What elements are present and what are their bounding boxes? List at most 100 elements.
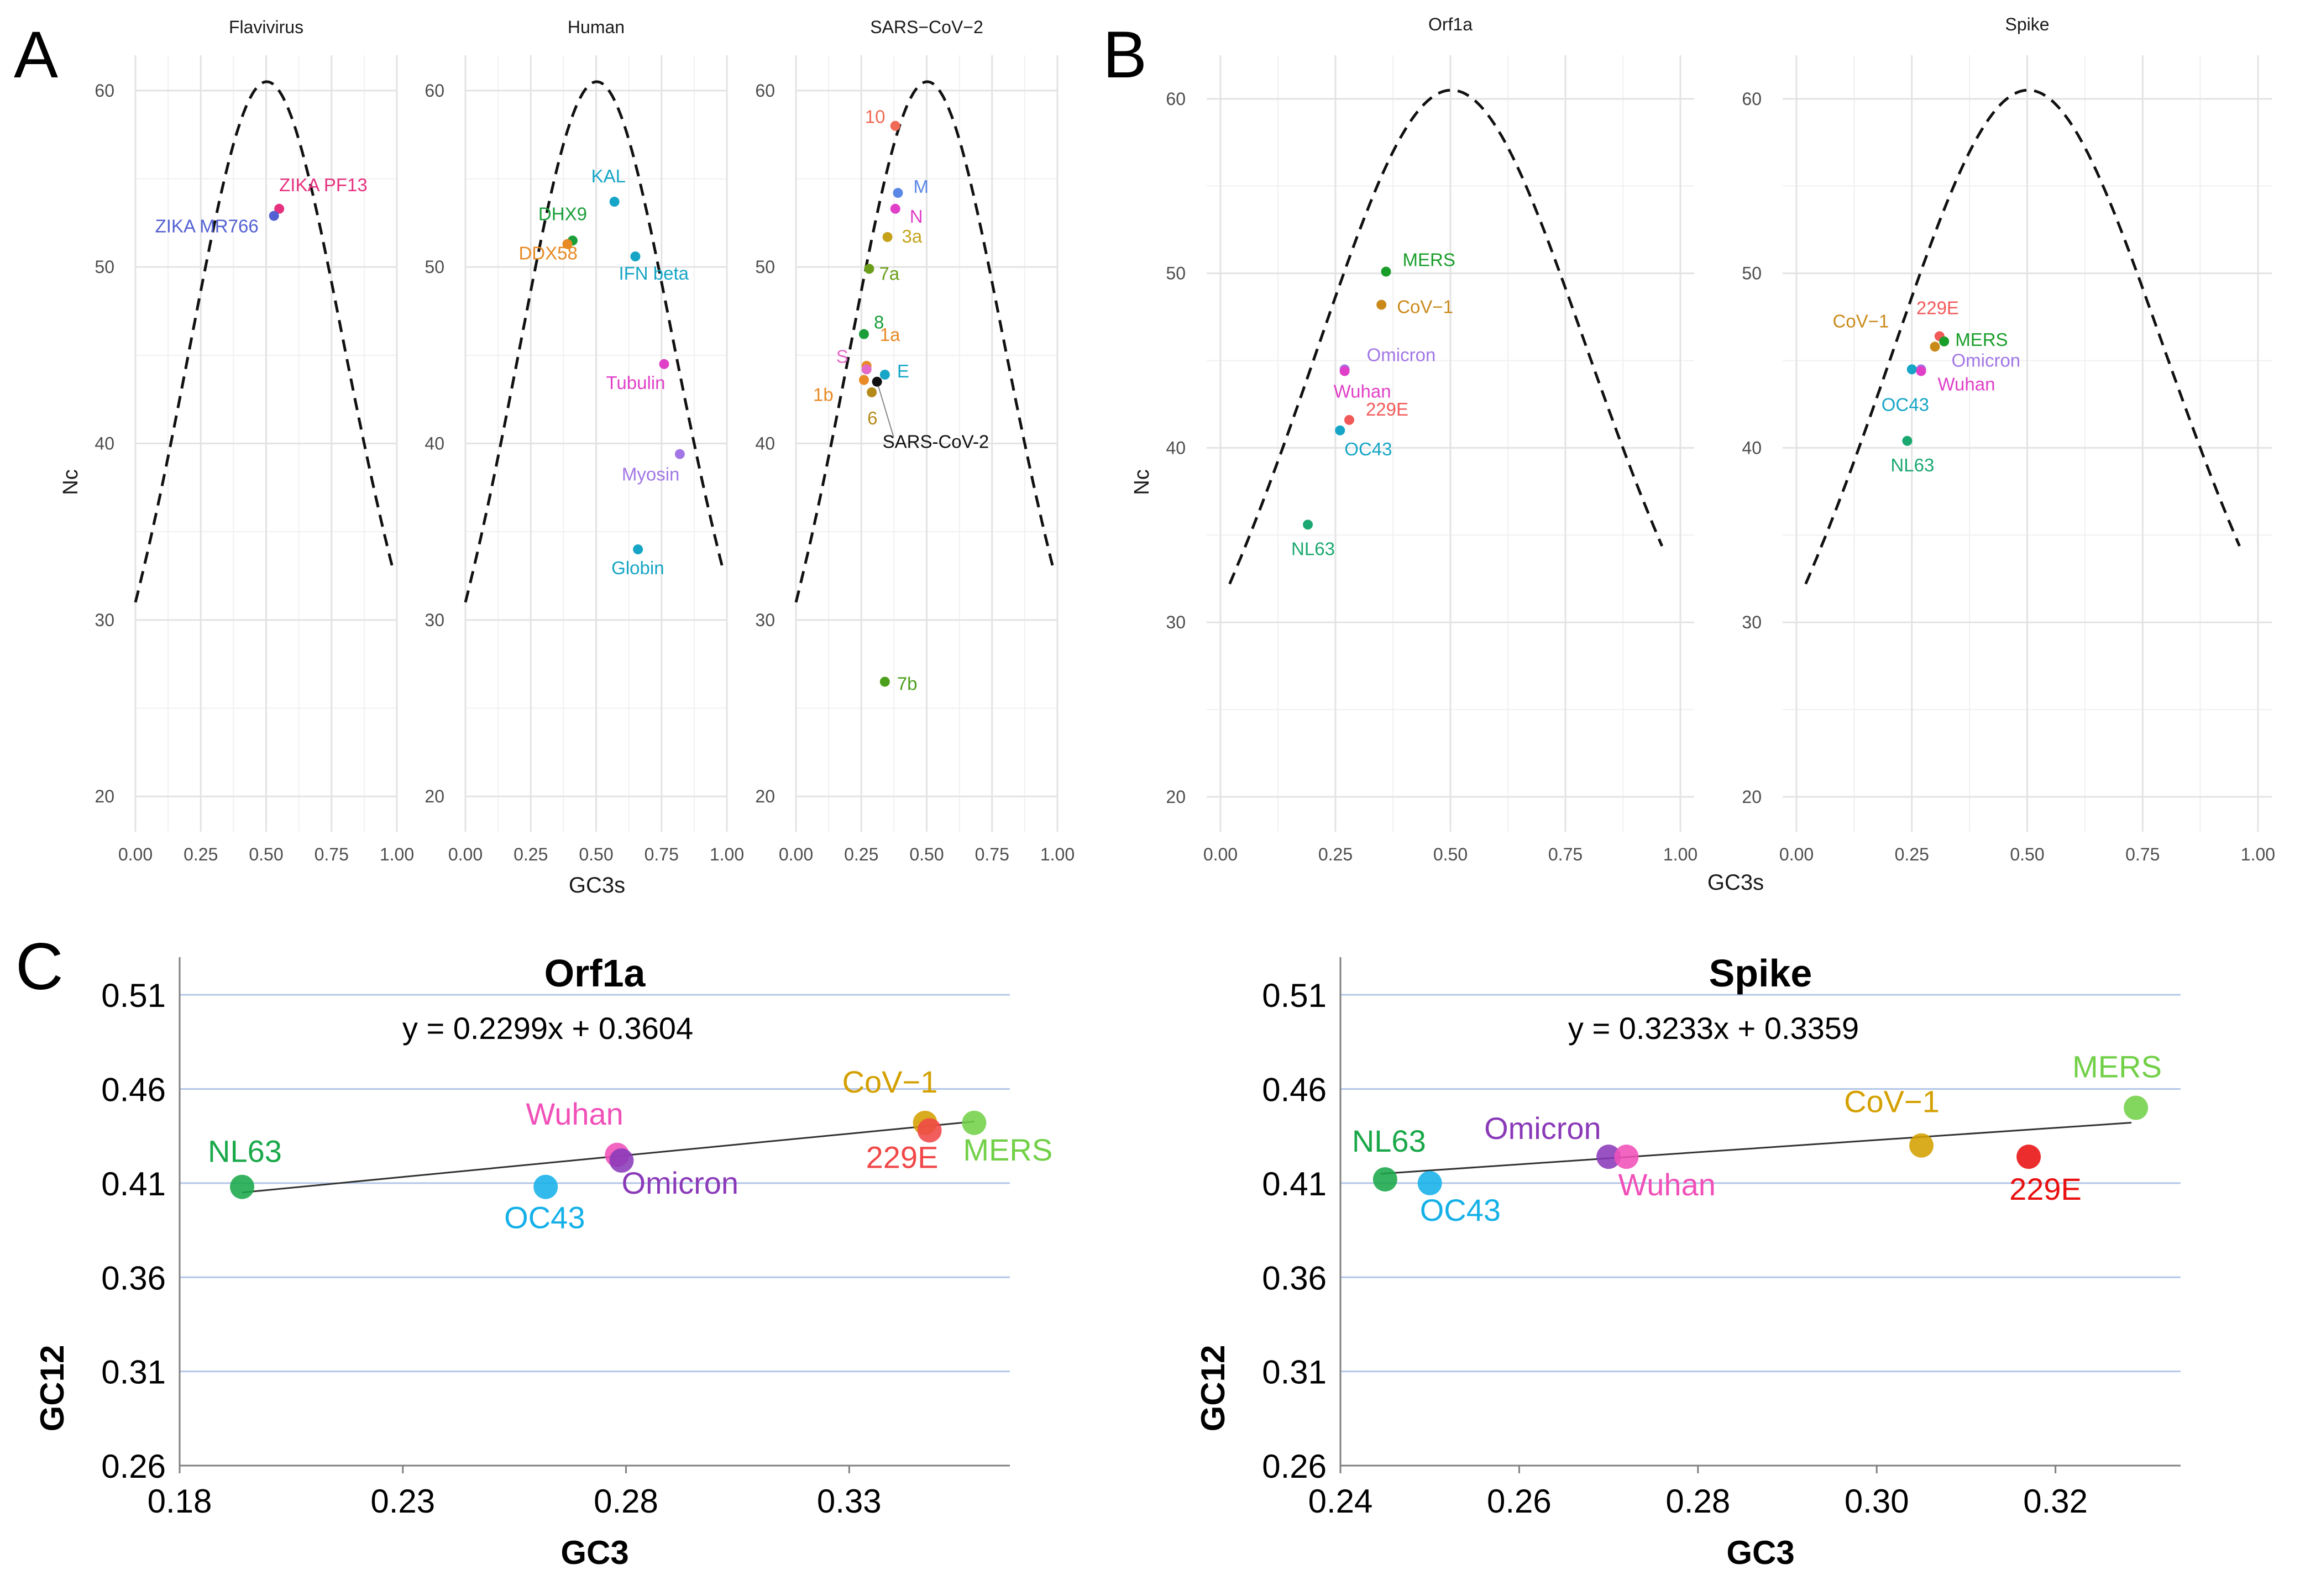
y-tick-label: 0.36 bbox=[101, 1259, 166, 1296]
point-label-7a: 7a bbox=[879, 263, 899, 284]
point-nl63 bbox=[1303, 519, 1313, 530]
point-cov-1 bbox=[1930, 342, 1940, 352]
y-tick-label: 40 bbox=[425, 434, 444, 454]
point-wuhan bbox=[1614, 1144, 1639, 1169]
point-label-myosin: Myosin bbox=[622, 464, 680, 485]
point-globin bbox=[633, 544, 643, 555]
point-oc43 bbox=[533, 1174, 558, 1199]
y-tick-label: 50 bbox=[1742, 264, 1762, 284]
x-tick-label: 0.00 bbox=[1779, 844, 1814, 864]
y-tick-label: 30 bbox=[95, 610, 114, 630]
y-tick-label: 20 bbox=[1742, 787, 1762, 807]
y-tick-label: 50 bbox=[95, 257, 114, 277]
panel-title: SARS−CoV−2 bbox=[870, 17, 983, 37]
y-tick-label: 30 bbox=[1166, 612, 1186, 632]
panel-a1: 0.00 0.25 0.50 0.75 1.00 20 30 40 50 60 Flavivirus… bbox=[59, 17, 414, 864]
point-label-zika-mr766: ZIKA MR766 bbox=[155, 216, 259, 237]
point-nl63 bbox=[1372, 1167, 1397, 1192]
x-tick-label: 0.00 bbox=[448, 844, 483, 864]
y-tick-label: 0.46 bbox=[1262, 1072, 1327, 1109]
point-ddx58 bbox=[562, 239, 573, 249]
x-tick-label: 0.75 bbox=[1548, 844, 1583, 864]
point-label-mers: MERS bbox=[1403, 250, 1455, 270]
point-label-10: 10 bbox=[865, 107, 886, 127]
y-tick-label: 50 bbox=[1166, 264, 1186, 284]
y-tick-label: 0.41 bbox=[101, 1166, 166, 1203]
y-axis-label: GC12 bbox=[34, 1345, 71, 1432]
y-tick-label: 60 bbox=[755, 81, 775, 101]
point-mers bbox=[1939, 336, 1950, 347]
panel-b1: 0.00 0.25 0.50 0.75 1.00 20 30 40 50 60 Orf1a Nc MER… bbox=[1130, 14, 1698, 864]
x-tick-label: 1.00 bbox=[380, 844, 414, 864]
point-wuhan bbox=[1339, 366, 1350, 376]
y-tick-label: 0.31 bbox=[1262, 1354, 1327, 1391]
point-label-7b: 7b bbox=[897, 674, 918, 694]
y-axis-label: Nc bbox=[59, 469, 82, 495]
point-label-e: E bbox=[897, 361, 909, 381]
point-label-cov-1: CoV−1 bbox=[842, 1064, 938, 1099]
point-label-s: S bbox=[836, 346, 848, 366]
x-tick-label: 0.24 bbox=[1308, 1483, 1373, 1520]
point-229e bbox=[917, 1118, 942, 1143]
point-label-wuhan: Wuhan bbox=[1937, 374, 1995, 394]
x-tick-label: 0.25 bbox=[514, 844, 548, 864]
x-tick-label: 0.50 bbox=[2010, 844, 2044, 864]
point-label-mers: MERS bbox=[2072, 1049, 2162, 1084]
point-nl63 bbox=[230, 1174, 255, 1199]
x-tick-label: 0.28 bbox=[1665, 1483, 1730, 1520]
point-wuhan bbox=[1916, 366, 1926, 376]
panel-letter-a: A bbox=[14, 18, 58, 92]
x-tick-label: 0.50 bbox=[1433, 844, 1468, 864]
point-7b bbox=[879, 676, 890, 687]
point-zika-pf13 bbox=[274, 203, 285, 214]
y-tick-label: 0.31 bbox=[101, 1354, 166, 1391]
y-tick-label: 20 bbox=[425, 786, 444, 806]
trendline-equation: y = 0.3233x + 0.3359 bbox=[1568, 1011, 1859, 1046]
x-tick-label: 0.50 bbox=[249, 844, 283, 864]
point-oc43 bbox=[1906, 364, 1917, 375]
point-label-oc43: OC43 bbox=[1882, 394, 1929, 414]
point-oc43 bbox=[1417, 1170, 1442, 1195]
x-tick-label: 0.33 bbox=[817, 1483, 882, 1520]
y-tick-label: 20 bbox=[1166, 787, 1186, 807]
point-label-229e: 229E bbox=[1916, 297, 1959, 318]
y-tick-label: 0.51 bbox=[101, 977, 166, 1014]
point-ifn-beta bbox=[630, 251, 641, 262]
point-label-8: 8 bbox=[874, 312, 884, 333]
point-label-wuhan: Wuhan bbox=[1334, 381, 1391, 401]
point-229e bbox=[1344, 414, 1354, 425]
panel-title: Orf1a bbox=[544, 952, 646, 995]
y-tick-label: 40 bbox=[755, 434, 775, 454]
expected-curve bbox=[464, 80, 725, 603]
x-tick-label: 0.75 bbox=[2125, 844, 2160, 864]
expected-curve bbox=[134, 80, 395, 603]
x-tick-label: 1.00 bbox=[1663, 844, 1698, 864]
y-tick-label: 50 bbox=[755, 257, 775, 277]
point-label-wuhan: Wuhan bbox=[1618, 1167, 1715, 1202]
point-label-omicron: Omicron bbox=[1484, 1111, 1601, 1146]
point-label-229e: 229E bbox=[1366, 399, 1408, 419]
expected-curve bbox=[1804, 88, 2241, 585]
point-label-229e: 229E bbox=[866, 1140, 939, 1174]
y-tick-label: 0.46 bbox=[101, 1072, 166, 1109]
x-tick-label: 0.75 bbox=[645, 844, 679, 864]
y-tick-label: 60 bbox=[95, 81, 114, 101]
point-label-n: N bbox=[910, 206, 923, 227]
point-label-ddx58: DDX58 bbox=[518, 243, 577, 264]
point-label-oc43: OC43 bbox=[1344, 439, 1392, 459]
point-label-mers: MERS bbox=[1955, 329, 2008, 350]
point-label-nl63: NL63 bbox=[1291, 538, 1335, 559]
point-nl63 bbox=[1902, 435, 1913, 446]
point-label-1a: 1a bbox=[880, 324, 900, 345]
x-tick-label: 0.30 bbox=[1845, 1483, 1909, 1520]
point-omicron bbox=[609, 1148, 634, 1173]
point-label-ifn-beta: IFN beta bbox=[619, 263, 689, 284]
point-cov-1 bbox=[1909, 1133, 1934, 1158]
y-tick-label: 0.41 bbox=[1262, 1166, 1327, 1203]
point-mers bbox=[2124, 1095, 2149, 1120]
point-n bbox=[890, 203, 900, 214]
x-tick-label: 0.50 bbox=[909, 844, 944, 864]
panel-b2: 0.00 0.25 0.50 0.75 1.00 20 30 40 50 60 Spike 229E M… bbox=[1742, 14, 2275, 864]
y-tick-label: 60 bbox=[425, 81, 444, 101]
